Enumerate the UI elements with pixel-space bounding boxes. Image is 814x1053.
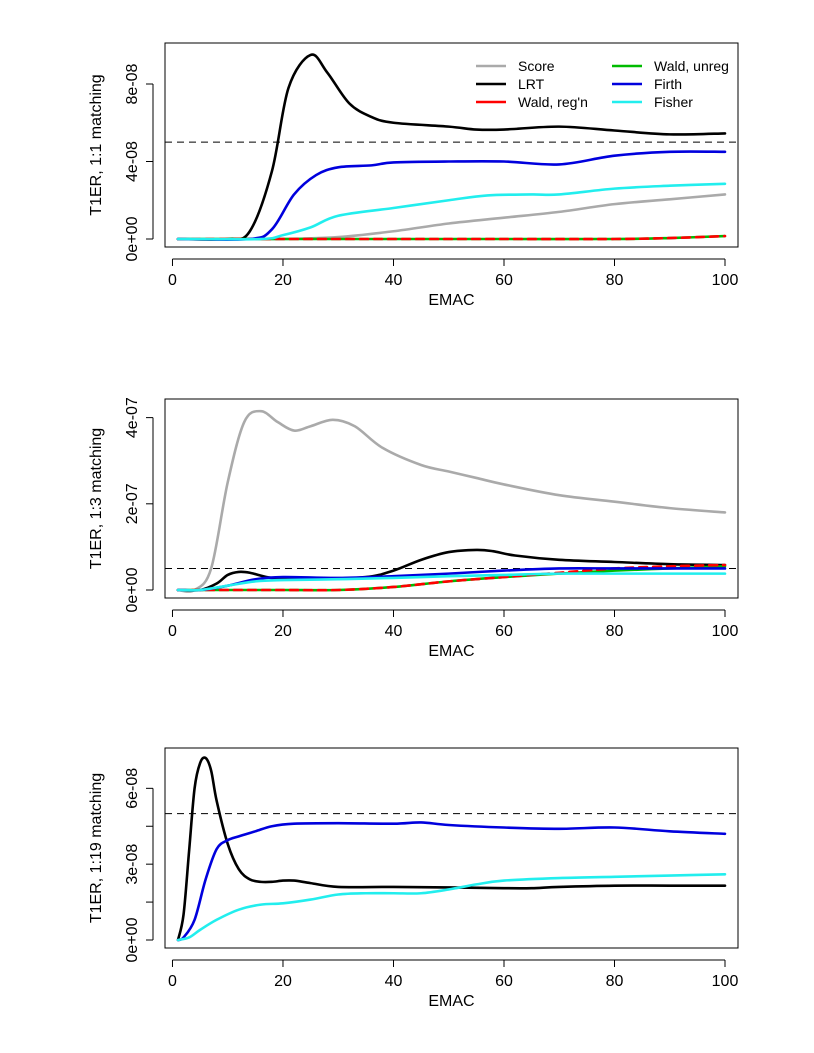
x-tick-label: 80: [606, 623, 624, 640]
legend: Score LRT Wald, reg'n Wald, unreg Firth Fishe…: [476, 58, 729, 110]
series-line-firth: [176, 566, 727, 592]
series-line-lrt: [176, 53, 727, 241]
legend-label: Wald, unreg: [654, 58, 729, 74]
y-axis-label: T1ER, 1:19 matching: [88, 773, 105, 923]
x-axis-label: EMAC: [428, 643, 474, 660]
chart-panel-3: 0 20 40 60 80 100 EMAC 0e+00 3e-08 6e-08 T1ER, 1:1…: [88, 747, 739, 1010]
x-tick-label: 80: [606, 973, 624, 990]
x-tick-label: 0: [168, 973, 177, 990]
plot-frame: [164, 398, 739, 599]
x-axis-label: EMAC: [428, 292, 474, 309]
series-line-fisher: [176, 872, 727, 942]
y-tick-label: 4e-07: [124, 397, 141, 438]
series-line-score: [176, 409, 727, 593]
plot-frame: [164, 42, 739, 248]
legend-label: Firth: [654, 76, 682, 92]
x-tick-label: 60: [495, 272, 513, 289]
series-line-wald-reg-n: [176, 234, 727, 241]
y-tick-label: 2e-07: [124, 483, 141, 524]
y-tick-label: 8e-08: [124, 63, 141, 104]
y-tick-label: 3e-08: [124, 844, 141, 885]
legend-label: LRT: [518, 76, 545, 92]
x-tick-label: 100: [712, 272, 739, 289]
x-tick-label: 80: [606, 272, 624, 289]
series-line-fisher: [176, 182, 727, 241]
y-tick-label: 0e+00: [124, 917, 141, 962]
x-tick-label: 40: [385, 973, 403, 990]
x-tick-label: 100: [712, 973, 739, 990]
series-line-firth: [176, 150, 727, 242]
y-axis-label: T1ER, 1:1 matching: [88, 74, 105, 215]
series-line-lrt: [176, 548, 727, 592]
series-line-fisher: [176, 572, 727, 592]
y-tick-label: 6e-08: [124, 768, 141, 809]
series-line-lrt: [176, 756, 727, 942]
chart-panel-2: 0 20 40 60 80 100 EMAC 0e+00 2e-07 4e-07 T1ER, 1:3…: [88, 397, 739, 660]
legend-label: Fisher: [654, 94, 693, 110]
y-axis-label: T1ER, 1:3 matching: [88, 428, 105, 569]
x-tick-label: 40: [385, 623, 403, 640]
x-tick-label: 100: [712, 623, 739, 640]
chart-panel-1: 0 20 40 60 80 100 EMAC 0e+00 4e-08 8e-08 T1ER, 1:1…: [88, 42, 739, 309]
legend-label: Wald, reg'n: [518, 94, 588, 110]
x-tick-label: 60: [495, 623, 513, 640]
x-tick-label: 20: [274, 973, 292, 990]
x-tick-label: 60: [495, 973, 513, 990]
x-tick-label: 0: [168, 623, 177, 640]
plot-frame: [164, 747, 739, 949]
y-tick-label: 0e+00: [124, 567, 141, 612]
legend-label: Score: [518, 58, 555, 74]
x-tick-label: 20: [274, 272, 292, 289]
x-tick-label: 20: [274, 623, 292, 640]
x-tick-label: 0: [168, 272, 177, 289]
x-axis-label: EMAC: [428, 993, 474, 1010]
y-tick-label: 4e-08: [124, 141, 141, 182]
series-line-firth: [176, 821, 727, 942]
y-tick-label: 0e+00: [124, 216, 141, 261]
x-tick-label: 40: [385, 272, 403, 289]
